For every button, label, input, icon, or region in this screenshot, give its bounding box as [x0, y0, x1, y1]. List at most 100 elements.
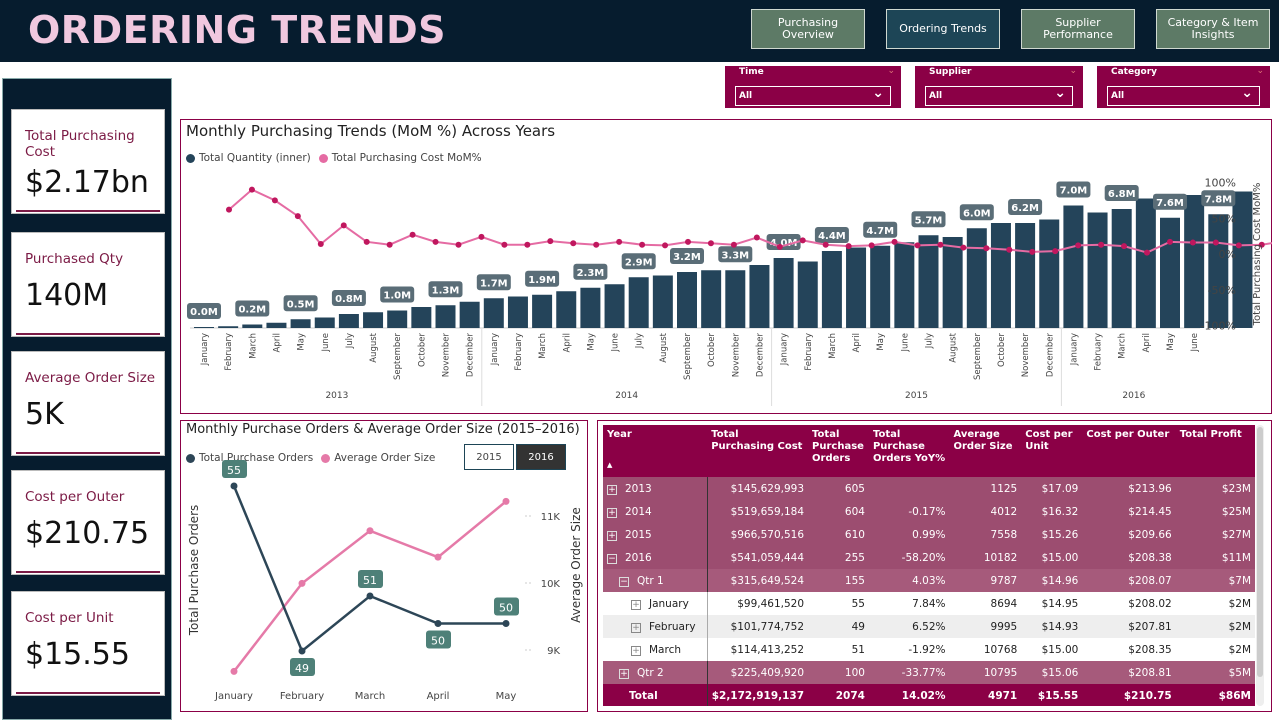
- qty-bar: [507, 296, 528, 328]
- mom-point: [1258, 241, 1265, 248]
- y2-tick-label: 11K: [541, 512, 561, 523]
- collapse-chevron-icon[interactable]: ⌄: [887, 66, 895, 76]
- qty-data-label: 3.3M: [721, 250, 749, 261]
- qty-bar: [411, 307, 432, 328]
- orders-point: [230, 482, 238, 490]
- qty-bar: [556, 291, 577, 328]
- year-2015-button[interactable]: 2015: [464, 444, 514, 470]
- year-2016-button[interactable]: 2016: [516, 444, 566, 470]
- month-tick-label: June: [900, 333, 910, 353]
- row-label: Qtr 1: [637, 574, 664, 587]
- orders-point: [298, 647, 306, 655]
- table-row[interactable]: +2013 $145,629,993 605 1125 $17.09 $213.96 $23…: [603, 477, 1255, 500]
- qty-bar: [1015, 223, 1036, 328]
- column-header[interactable]: Cost per Unit: [1021, 425, 1083, 477]
- time-filter[interactable]: Time ⌄ All ⌄: [725, 66, 901, 108]
- category-filter-value: All: [1111, 91, 1125, 101]
- avg-order-size-point: [366, 527, 374, 535]
- time-filter-dropdown[interactable]: All ⌄: [735, 85, 891, 106]
- table-row[interactable]: +2014 $519,659,184 604 -0.17% 4012 $16.32 $214…: [603, 500, 1255, 523]
- supplier-filter-dropdown[interactable]: All ⌄: [925, 85, 1073, 106]
- expand-icon[interactable]: +: [631, 622, 641, 633]
- qty-data-label: 4.7M: [866, 226, 894, 237]
- row-label-cell: −2016: [603, 546, 708, 569]
- data-label-box: [814, 227, 849, 243]
- table-row[interactable]: + March $114,413,252 51 -1.92% 10768 $15.00 $20…: [603, 638, 1255, 661]
- year-label: 2015: [905, 391, 928, 401]
- column-header[interactable]: Total Purchase Orders: [808, 425, 869, 477]
- qty-data-label: 4.4M: [818, 231, 846, 242]
- expand-icon[interactable]: +: [607, 507, 617, 518]
- table-cell: $11M: [1175, 546, 1255, 569]
- column-header[interactable]: Total Purchase Orders YoY%: [868, 425, 950, 477]
- table-row[interactable]: − Qtr 1 $315,649,524 155 4.03% 9787 $14.96 $208…: [603, 569, 1255, 592]
- table-cell: $541,059,444: [707, 546, 809, 569]
- chevron-down-icon: ⌄: [872, 85, 884, 101]
- table-row[interactable]: + February $101,774,752 49 6.52% 9995 $14.93 $2…: [603, 615, 1255, 638]
- collapse-chevron-icon[interactable]: ⌄: [1256, 66, 1264, 76]
- qty-data-label: 0.2M: [238, 305, 266, 316]
- avg-order-size-point: [298, 579, 306, 587]
- expand-icon[interactable]: +: [631, 599, 641, 610]
- month-tick-label: October: [997, 333, 1007, 368]
- table-row[interactable]: + Qtr 2 $225,409,920 100 -33.77% 10795 $15.06 $…: [603, 661, 1255, 684]
- category-filter[interactable]: Category ⌄ All ⌄: [1097, 66, 1270, 108]
- column-header[interactable]: Total Profit: [1175, 425, 1255, 477]
- nav-supplier-performance-button[interactable]: Supplier Performance: [1021, 9, 1135, 49]
- nav-purchasing-overview-button[interactable]: Purchasing Overview: [751, 9, 865, 49]
- data-label-box: [187, 303, 221, 319]
- mom-point: [1166, 238, 1173, 245]
- table-cell: $208.38: [1082, 546, 1176, 569]
- table-cell: -0.17%: [868, 500, 950, 523]
- supplier-filter-value: All: [929, 91, 943, 101]
- table-cell: $213.96: [1082, 477, 1176, 500]
- table-cell: 7.84%: [868, 592, 950, 615]
- mom-point: [891, 238, 898, 245]
- column-header[interactable]: Year ▲: [603, 425, 708, 477]
- month-tick-label: August: [369, 332, 379, 362]
- category-filter-dropdown[interactable]: All ⌄: [1107, 85, 1260, 106]
- table-cell: 8694: [949, 592, 1022, 615]
- table-scrollbar[interactable]: [1256, 425, 1264, 706]
- mom-point: [363, 238, 370, 245]
- kpi-card-average-order-size: Average Order Size 5K: [11, 351, 165, 456]
- row-label: February: [649, 620, 696, 633]
- collapse-icon[interactable]: −: [619, 576, 629, 587]
- x-tick-label: April: [427, 691, 450, 702]
- table-row[interactable]: −2016 $541,059,444 255 -58.20% 10182 $15.00 $2…: [603, 546, 1255, 569]
- column-header[interactable]: Cost per Outer: [1082, 425, 1176, 477]
- month-tick-label: April: [562, 333, 572, 352]
- collapse-icon[interactable]: −: [607, 553, 617, 564]
- table-row[interactable]: Total $2,172,919,137 2074 14.02% 4971 $15.55 $…: [603, 684, 1255, 706]
- expand-icon[interactable]: +: [607, 530, 617, 541]
- qty-data-label: 6.0M: [963, 208, 991, 219]
- expand-icon[interactable]: +: [619, 668, 629, 679]
- expand-icon[interactable]: +: [607, 484, 617, 495]
- year-label: 2013: [325, 391, 348, 401]
- collapse-chevron-icon[interactable]: ⌄: [1069, 66, 1077, 76]
- qty-bar: [363, 312, 384, 328]
- table-row[interactable]: + January $99,461,520 55 7.84% 8694 $14.95 $208…: [603, 592, 1255, 615]
- column-header[interactable]: Average Order Size: [949, 425, 1022, 477]
- row-label-cell: Total: [603, 684, 708, 706]
- table-cell: $519,659,184: [707, 500, 809, 523]
- month-tick-label: March: [248, 333, 258, 359]
- supplier-filter[interactable]: Supplier ⌄ All ⌄: [915, 66, 1083, 108]
- qty-bar: [1232, 191, 1253, 328]
- nav-category-item-insights-button[interactable]: Category & Item Insights: [1156, 9, 1270, 49]
- month-tick-label: February: [1094, 333, 1104, 371]
- table-cell: [868, 477, 950, 500]
- table-row[interactable]: +2015 $966,570,516 610 0.99% 7558 $15.26 $209.…: [603, 523, 1255, 546]
- expand-icon[interactable]: +: [631, 645, 641, 656]
- data-label-box: [718, 246, 753, 263]
- column-header[interactable]: Total Purchasing Cost: [707, 425, 809, 477]
- orders-point: [502, 620, 510, 627]
- table-cell: 610: [808, 523, 869, 546]
- sort-ascending-icon[interactable]: ▲: [607, 461, 613, 469]
- table-cell: $225,409,920: [707, 661, 809, 684]
- y2-tick-label: -100%: [1201, 320, 1236, 333]
- nav-ordering-trends-button[interactable]: Ordering Trends: [886, 9, 1000, 49]
- mom-point: [524, 241, 531, 248]
- month-tick-label: September: [973, 332, 983, 379]
- qty-bar: [459, 301, 480, 328]
